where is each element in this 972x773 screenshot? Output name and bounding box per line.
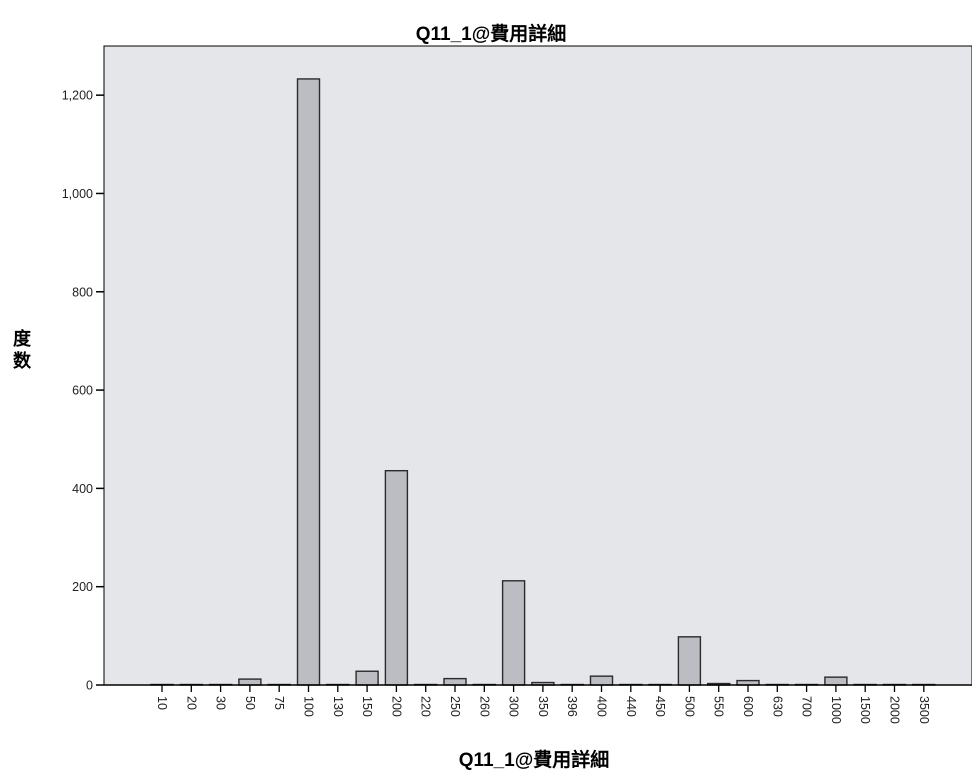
x-tick-label-30: 30	[214, 696, 228, 710]
x-tick-label-550: 550	[712, 696, 726, 717]
x-tick-label-500: 500	[682, 696, 696, 717]
y-tick-label: 400	[72, 482, 93, 496]
x-tick-label-260: 260	[477, 696, 491, 717]
y-tick-label: 1,000	[62, 187, 93, 201]
x-tick-label-130: 130	[331, 696, 345, 717]
y-tick-label: 0	[86, 679, 93, 693]
bar-200	[384, 469, 409, 686]
x-tick-label-350: 350	[536, 696, 550, 717]
x-tick-label-700: 700	[800, 696, 814, 717]
y-axis-ticks: 0 200 400 600 800 1,000 1,200	[62, 89, 104, 693]
y-axis-label: 度数	[13, 328, 32, 371]
bar-1000	[824, 676, 848, 686]
x-tick-label-400: 400	[595, 696, 609, 717]
x-tick-label-600: 600	[741, 696, 755, 717]
x-tick-label-20: 20	[184, 696, 198, 710]
x-tick-label-396: 396	[565, 696, 579, 717]
x-tick-label-50: 50	[243, 696, 257, 710]
x-tick-label-450: 450	[653, 696, 667, 717]
x-tick-label-75: 75	[272, 696, 286, 710]
x-axis-label: Q11_1@費用詳細	[459, 748, 610, 771]
x-tick-label-150: 150	[360, 696, 374, 717]
x-tick-label-2000: 2000	[888, 696, 902, 724]
plot-area	[103, 45, 972, 686]
y-tick-label: 600	[72, 384, 93, 398]
x-tick-label-3500: 3500	[917, 696, 931, 724]
bar-300	[501, 580, 526, 686]
y-tick-label: 200	[72, 580, 93, 594]
bar-100	[296, 78, 321, 686]
x-tick-label-1500: 1500	[858, 696, 872, 724]
x-axis-ticks: 10 20 30 50 75 100 130 150 200 220 250 260 300 350 396…	[155, 685, 931, 724]
x-tick-label-440: 440	[624, 696, 638, 717]
bar-500	[677, 636, 702, 686]
x-tick-label-250: 250	[448, 696, 462, 717]
chart-title: Q11_1@費用詳細	[416, 22, 567, 45]
bar-150	[355, 670, 379, 686]
bar-400	[589, 675, 614, 686]
x-tick-label-100: 100	[302, 696, 316, 717]
x-tick-label-200: 200	[389, 696, 403, 717]
y-tick-label: 800	[72, 285, 93, 299]
x-tick-label-630: 630	[770, 696, 784, 717]
x-tick-label-220: 220	[419, 696, 433, 717]
bar-250	[443, 677, 467, 686]
x-tick-label-300: 300	[507, 696, 521, 717]
x-tick-label-10: 10	[155, 696, 169, 710]
y-tick-label: 1,200	[62, 89, 93, 103]
bar-50	[238, 678, 262, 686]
x-tick-label-1000: 1000	[829, 696, 843, 724]
